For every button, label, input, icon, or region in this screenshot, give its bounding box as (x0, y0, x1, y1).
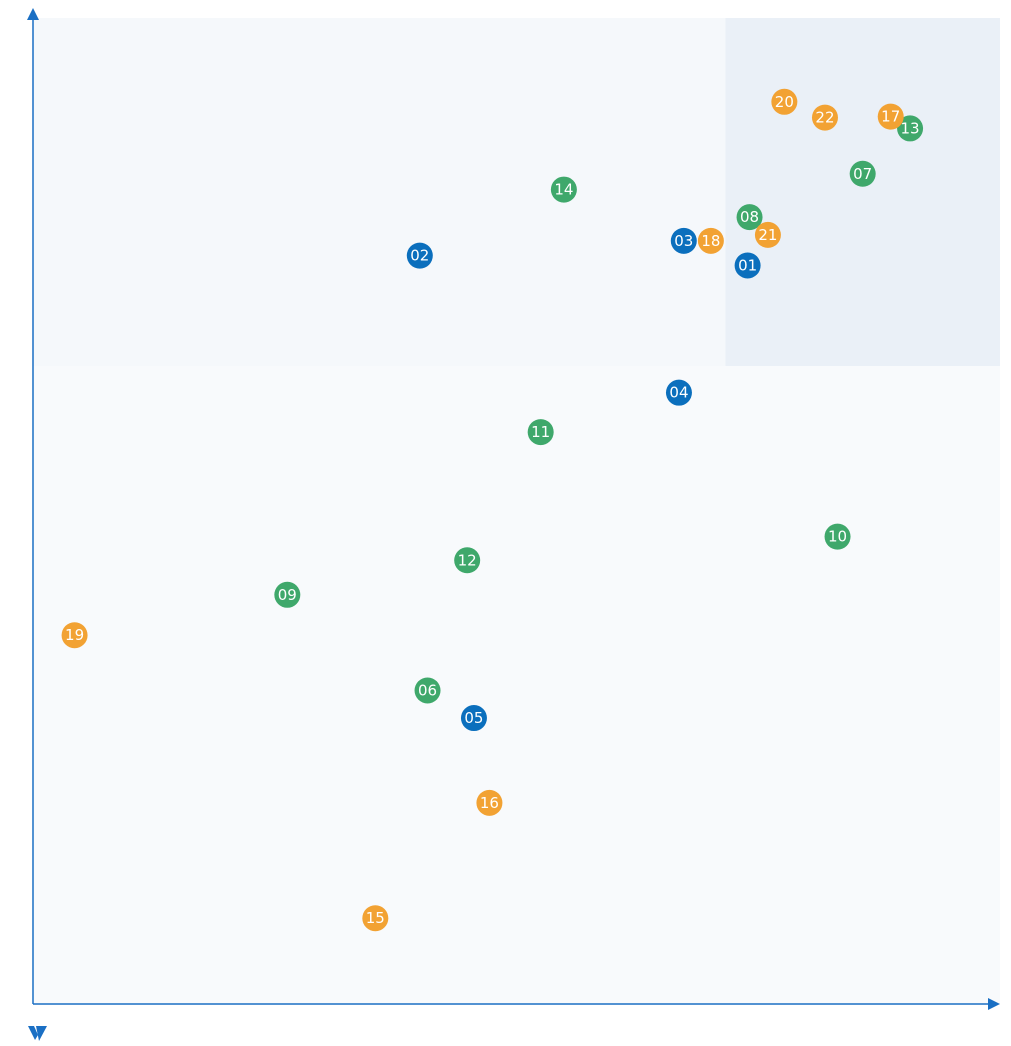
data-point-16[interactable]: 16 (476, 789, 503, 816)
data-point-label: 19 (65, 626, 84, 644)
data-point-marker (736, 204, 763, 231)
quadrant-bottom-right (725, 366, 1000, 1005)
data-point-18[interactable]: 18 (697, 227, 724, 254)
data-point-label: 18 (701, 232, 720, 250)
data-point-marker (274, 581, 301, 608)
data-point-label: 01 (738, 256, 757, 274)
data-point-label: 11 (531, 423, 550, 441)
data-point-label: 20 (775, 93, 794, 111)
data-point-label: 09 (278, 586, 297, 604)
y-axis-arrow (27, 8, 39, 20)
data-point-marker (811, 104, 838, 131)
quadrant-bottom-left (33, 366, 726, 1005)
data-point-22[interactable]: 22 (811, 104, 838, 131)
data-point-marker (460, 705, 487, 732)
data-point-03[interactable]: 03 (670, 227, 697, 254)
data-point-04[interactable]: 04 (665, 379, 692, 406)
axes (27, 8, 1000, 1010)
data-point-10[interactable]: 10 (824, 523, 851, 550)
data-point-label: 21 (758, 226, 777, 244)
data-point-09[interactable]: 09 (274, 581, 301, 608)
data-point-marker (771, 88, 798, 115)
data-point-marker (550, 176, 577, 203)
data-point-marker (476, 789, 503, 816)
data-point-21[interactable]: 21 (754, 221, 781, 248)
data-point-marker (849, 160, 876, 187)
data-point-label: 15 (366, 909, 385, 927)
data-point-20[interactable]: 20 (771, 88, 798, 115)
data-point-label: 17 (881, 108, 900, 126)
data-point-label: 10 (828, 528, 847, 546)
x-axis-arrow (988, 998, 1000, 1010)
data-point-label: 12 (458, 551, 477, 569)
data-point-marker (877, 103, 904, 130)
data-point-label: 07 (853, 165, 872, 183)
data-point-marker (697, 227, 724, 254)
data-point-05[interactable]: 05 (460, 705, 487, 732)
quadrant-backgrounds (33, 18, 1000, 1005)
data-point-marker (824, 523, 851, 550)
data-point-label: 03 (674, 232, 693, 250)
data-point-marker (665, 379, 692, 406)
data-point-08[interactable]: 08 (736, 204, 763, 231)
data-point-07[interactable]: 07 (849, 160, 876, 187)
data-point-12[interactable]: 12 (454, 547, 481, 574)
data-point-02[interactable]: 02 (406, 242, 433, 269)
data-point-marker (897, 115, 924, 142)
data-point-11[interactable]: 11 (527, 419, 554, 446)
data-point-15[interactable]: 15 (362, 905, 389, 932)
data-point-marker (527, 419, 554, 446)
data-point-label: 04 (669, 384, 688, 402)
data-point-marker (670, 227, 697, 254)
data-point-19[interactable]: 19 (61, 622, 88, 649)
data-point-14[interactable]: 14 (550, 176, 577, 203)
data-points: 01 02 03 04 05 06 07 08 09 10 11 12 13 14 15 16 17 18 19 20… (61, 88, 924, 932)
data-point-label: 13 (901, 119, 920, 137)
data-point-marker (754, 221, 781, 248)
data-point-label: 14 (554, 181, 573, 199)
quadrant-top-left (33, 18, 726, 367)
data-point-13[interactable]: 13 (897, 115, 924, 142)
data-point-label: 05 (464, 709, 483, 727)
data-point-label: 08 (740, 208, 759, 226)
data-point-marker (414, 677, 441, 704)
data-point-01[interactable]: 01 (734, 252, 761, 279)
data-point-marker (61, 622, 88, 649)
data-point-marker (362, 905, 389, 932)
data-point-label: 06 (418, 681, 437, 699)
data-point-label: 16 (480, 794, 499, 812)
data-point-label: 22 (815, 109, 834, 127)
data-point-marker (406, 242, 433, 269)
data-point-label: 02 (410, 247, 429, 265)
data-point-06[interactable]: 06 (414, 677, 441, 704)
data-point-marker (734, 252, 761, 279)
data-point-17[interactable]: 17 (877, 103, 904, 130)
brand-logo-icon: V (28, 1026, 47, 1041)
quadrant-top-right (725, 18, 1000, 367)
data-point-marker (454, 547, 481, 574)
